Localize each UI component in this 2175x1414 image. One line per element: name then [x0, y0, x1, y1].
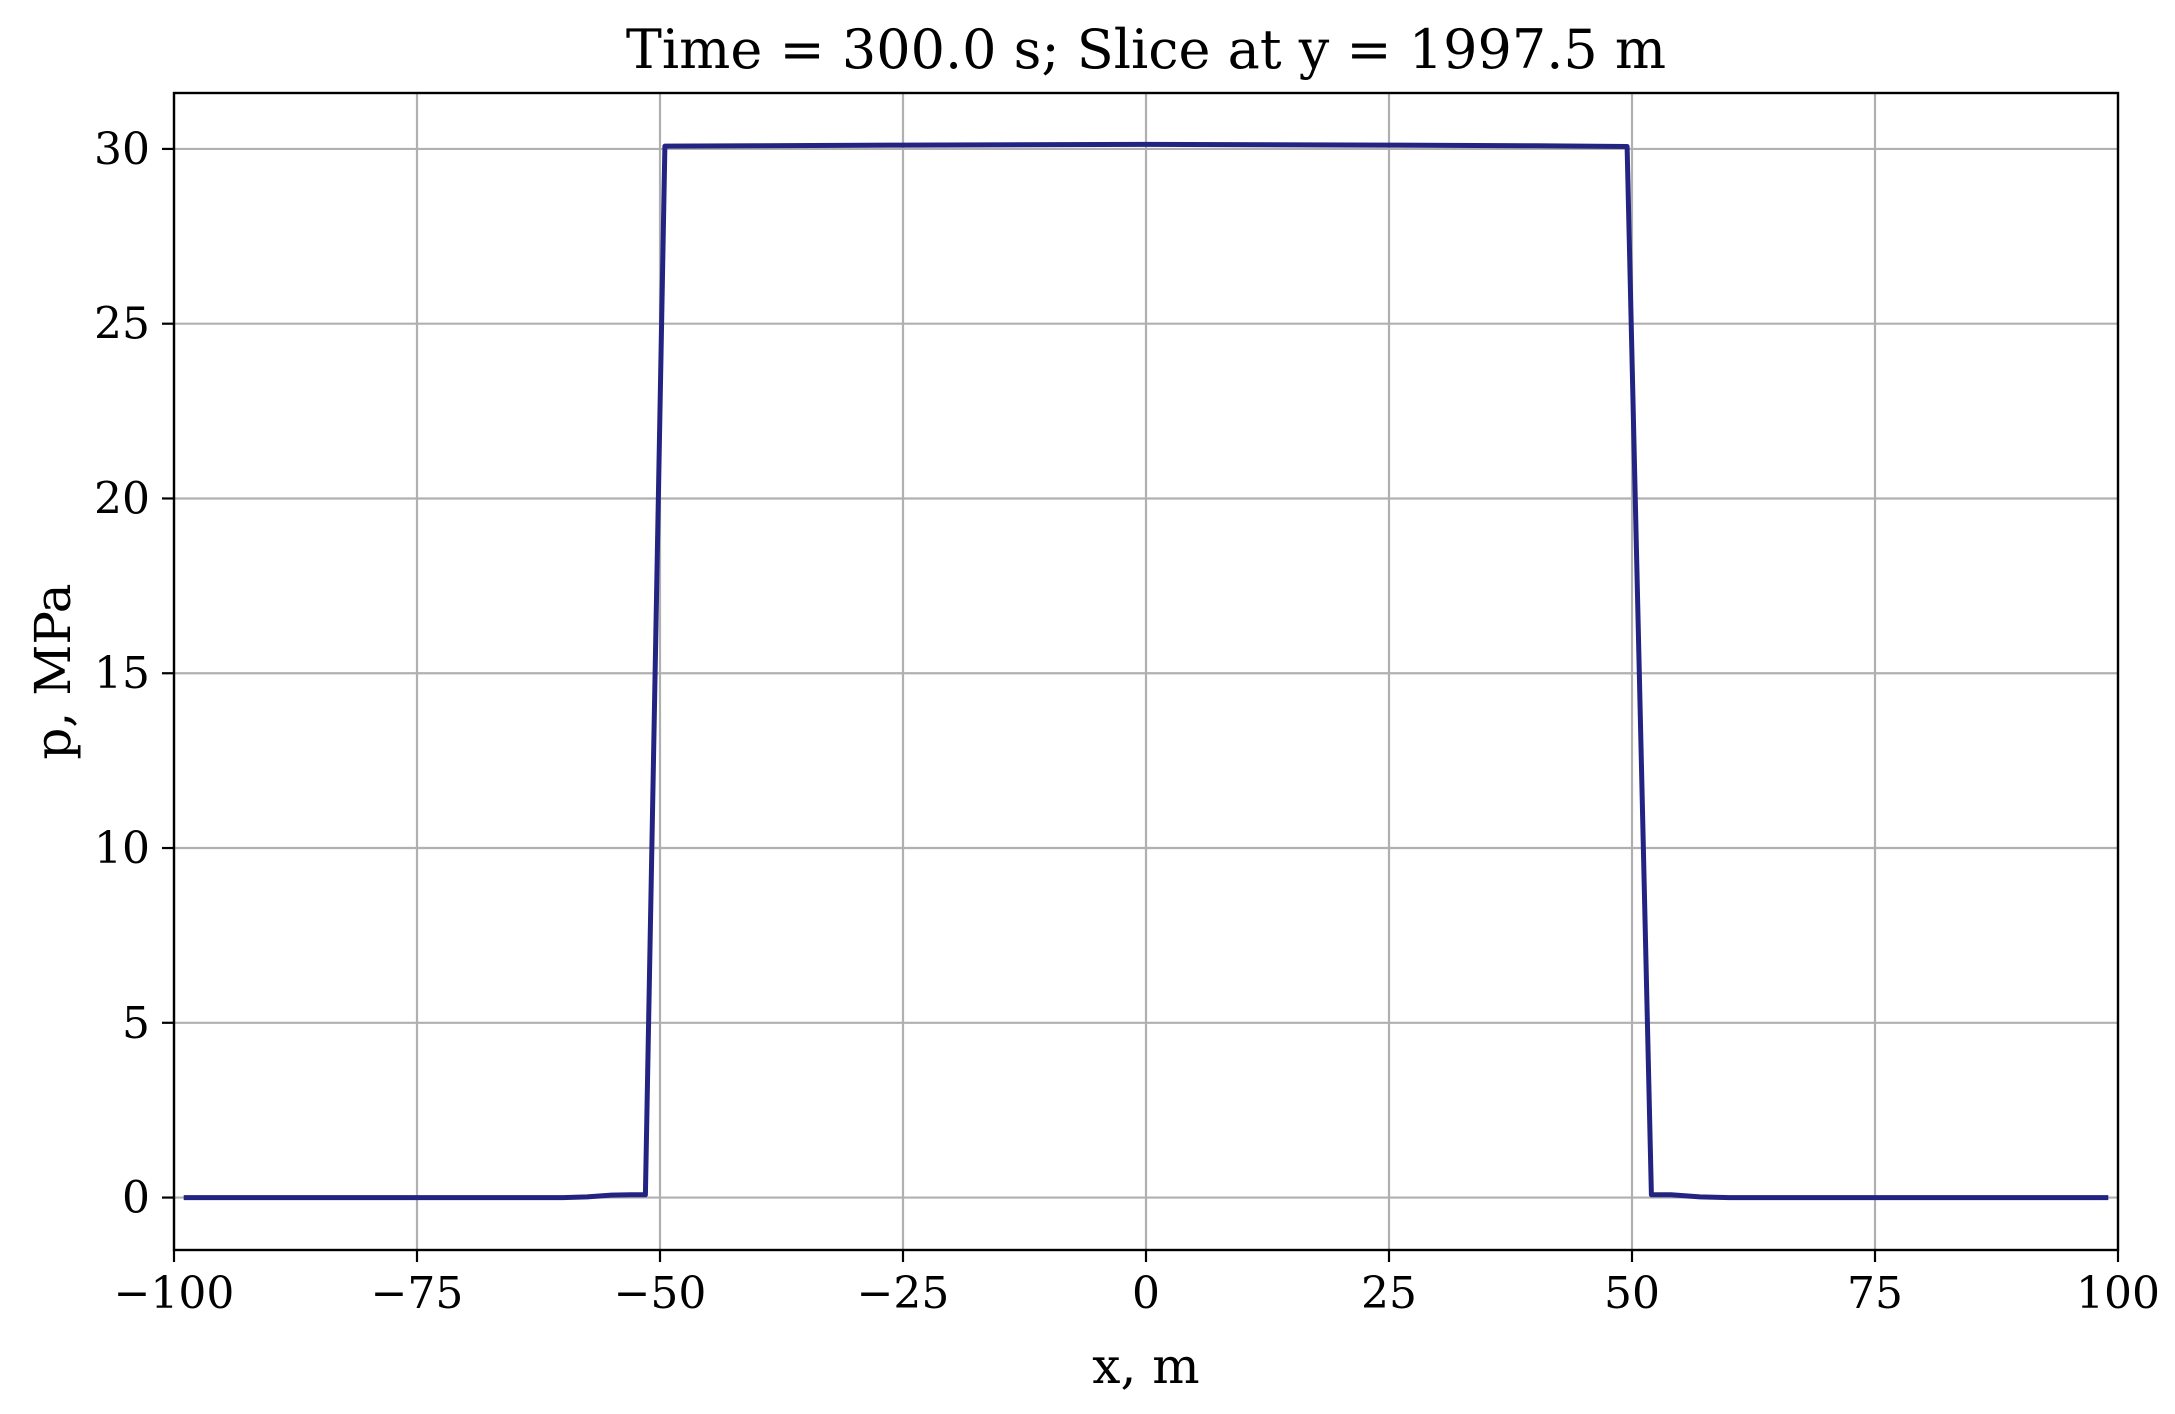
- x-tick-label: −50: [614, 1268, 707, 1319]
- x-axis-label: x, m: [1092, 1337, 1199, 1395]
- x-tick-label: 25: [1361, 1268, 1417, 1319]
- y-tick-label: 5: [122, 998, 150, 1049]
- series-line: [183, 141, 2109, 1201]
- grid: [172, 93, 2120, 1250]
- y-tick-label: 10: [94, 823, 150, 874]
- series-layer: [183, 141, 2109, 1201]
- x-tick-label: −100: [114, 1268, 235, 1319]
- x-tick-label: 75: [1847, 1268, 1903, 1319]
- chart-title: Time = 300.0 s; Slice at y = 1997.5 m: [626, 18, 1666, 81]
- x-tick-label: −75: [371, 1268, 464, 1319]
- y-tick-label: 20: [94, 473, 150, 524]
- y-tick-label: 15: [94, 648, 150, 699]
- x-tick-label: 0: [1132, 1268, 1160, 1319]
- y-tick-label: 25: [94, 299, 150, 350]
- y-axis-label: p, MPa: [24, 583, 82, 759]
- x-tick-label: 100: [2076, 1268, 2160, 1319]
- x-tick-label: 50: [1604, 1268, 1660, 1319]
- y-tick-label: 0: [122, 1173, 150, 1224]
- y-tick-label: 30: [94, 124, 150, 175]
- ticks: −100 −75 −50 −25 0 25 50 75 100 0 5 10 15 20 25 30: [94, 124, 2160, 1319]
- x-tick-label: −25: [857, 1268, 950, 1319]
